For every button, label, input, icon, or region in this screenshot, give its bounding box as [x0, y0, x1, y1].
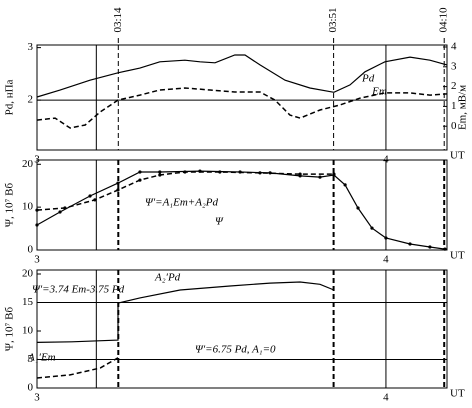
event-label: 03:14 [112, 7, 124, 33]
y2-tick-label: 1 [451, 100, 457, 112]
y2-tick-label: 2 [451, 80, 457, 92]
x-axis-label: UT [450, 150, 465, 162]
series-line [36, 54, 448, 98]
point [218, 170, 222, 174]
y-tick-label: 0 [28, 382, 34, 394]
point [138, 170, 142, 174]
y-tick-label: 3 [28, 41, 34, 53]
point [298, 172, 302, 176]
y-tick-label: 2 [28, 94, 34, 106]
y2-axis-label: Em, мВ/м [457, 85, 469, 130]
x-axis-label: UT [450, 388, 465, 400]
annotation: Ψ′=3.74 Em-3.75 Pd [32, 284, 125, 296]
point [332, 172, 336, 176]
y-tick-label: 10 [22, 201, 34, 213]
point [370, 226, 374, 230]
series-label: Pd [361, 72, 375, 84]
y-tick-label: 0 [28, 244, 34, 256]
series-line [36, 170, 445, 250]
annotation: Ψ′=6.75 Pd, A₁=0 [195, 344, 276, 356]
x-tick-label: 3 [34, 392, 40, 404]
annotation: Ψ′=A₁Em+A₂Pd [145, 197, 218, 209]
x-tick-label: 4 [383, 392, 389, 404]
y-axis-label: Ψ, 10⁷ Вб [4, 183, 16, 228]
series-line [36, 357, 119, 379]
x-tick-label: 4 [383, 254, 389, 266]
y-tick-label: 15 [22, 296, 34, 308]
point [63, 206, 67, 210]
point [58, 210, 62, 214]
y-tick-label: 5 [28, 353, 34, 365]
y2-tick-label: 4 [451, 41, 457, 53]
point [258, 171, 262, 175]
series-line [36, 281, 335, 343]
series-label: Em [371, 86, 387, 98]
y-tick-label: 20 [22, 268, 34, 280]
y-tick-label: 20 [22, 158, 34, 170]
point [35, 208, 39, 212]
point [158, 173, 162, 177]
y2-tick-label: 0 [451, 120, 457, 132]
point [183, 170, 187, 174]
point [35, 223, 39, 227]
x-tick-label: 3 [34, 254, 40, 266]
point [343, 183, 347, 187]
y2-tick-label: 3 [451, 60, 457, 72]
y-axis-label: Ψ, 10⁷ Вб [4, 307, 16, 352]
annotation: Ψ [215, 216, 224, 228]
point [116, 181, 120, 185]
point [116, 188, 120, 192]
point [356, 206, 360, 210]
point [88, 194, 92, 198]
point [93, 198, 97, 202]
annotation: A₁′Em [27, 352, 56, 364]
event-label: 03:51 [327, 7, 339, 32]
y-axis-label: Pd, нПа [4, 79, 16, 115]
annotation: A₂′Pd [154, 272, 181, 284]
event-label: 04:10 [438, 7, 450, 33]
point [318, 175, 322, 179]
point [428, 245, 432, 249]
point [443, 247, 447, 251]
point [408, 242, 412, 246]
series-line [36, 87, 448, 129]
point [158, 170, 162, 174]
point [138, 178, 142, 182]
y-tick-label: 10 [22, 325, 34, 337]
x-axis-label: UT [450, 250, 465, 262]
point [384, 236, 388, 240]
